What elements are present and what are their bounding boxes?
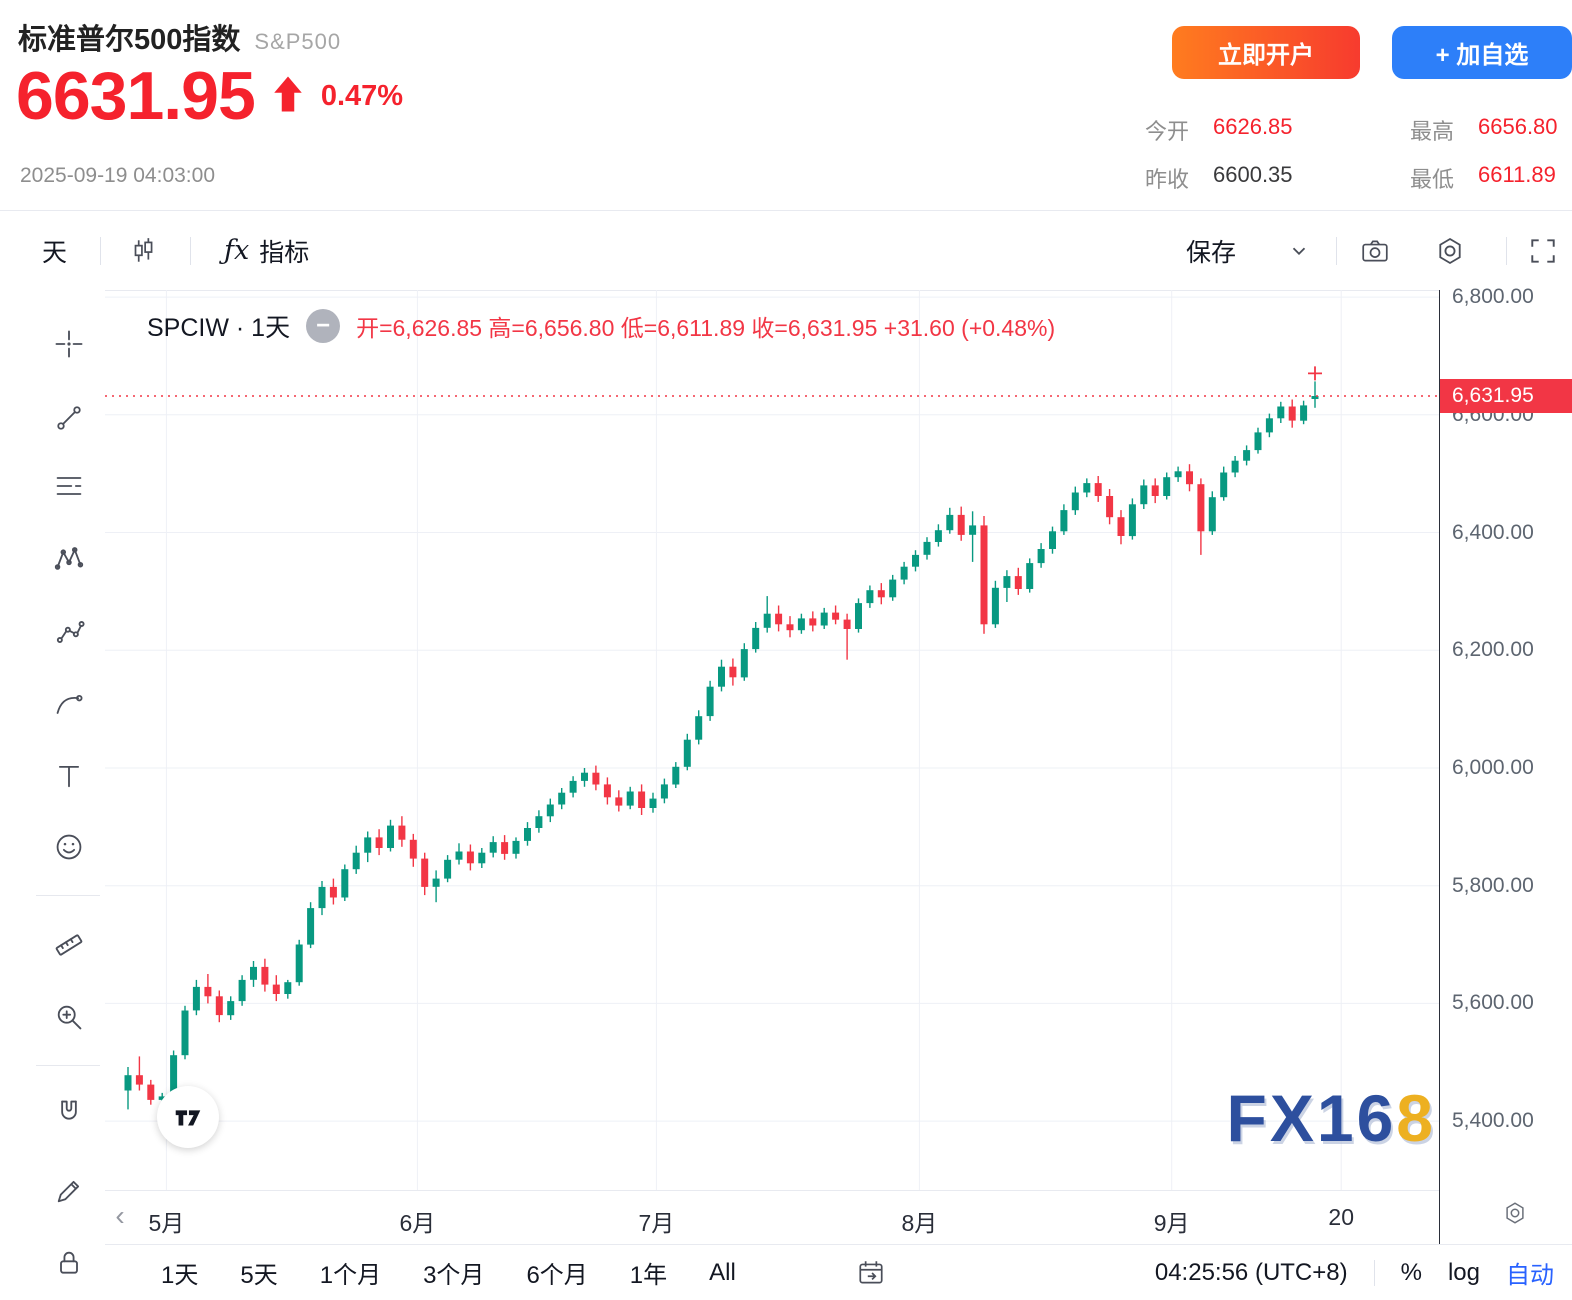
emoji-icon[interactable] bbox=[51, 829, 87, 865]
fx168-watermark: FX168 bbox=[1227, 1080, 1436, 1156]
collapse-sidebar-chevron[interactable]: ‹ bbox=[115, 1200, 125, 1231]
go-to-date-icon[interactable] bbox=[856, 1258, 886, 1288]
range-1d[interactable]: 1天 bbox=[161, 1262, 199, 1289]
sidebar-divider bbox=[36, 1065, 100, 1066]
toolbar-divider bbox=[100, 237, 101, 265]
trend-line-icon[interactable] bbox=[51, 400, 87, 436]
horizontal-lines-icon[interactable] bbox=[51, 468, 87, 504]
save-button[interactable]: 保存 bbox=[1186, 211, 1236, 290]
interval-button[interactable]: 天 bbox=[42, 238, 68, 267]
quote-timestamp: 2025-09-19 04:03:00 bbox=[20, 164, 215, 187]
tradingview-logo[interactable] bbox=[157, 1086, 219, 1148]
main-area: SPCIW · 1天 − 开=6,626.85 高=6,656.80 低=6,6… bbox=[0, 285, 1572, 1300]
forecast-icon[interactable] bbox=[51, 614, 87, 650]
fx-icon: ƒx bbox=[224, 235, 250, 266]
change-percent: 0.47% bbox=[320, 79, 404, 112]
clock-time[interactable]: 04:25:56 (UTC+8) bbox=[1154, 1258, 1348, 1286]
prev-close-label: 昨收 bbox=[1145, 167, 1190, 192]
y-axis-label: 5,600.00 bbox=[1452, 991, 1534, 1015]
range-5d[interactable]: 5天 bbox=[240, 1262, 278, 1289]
low-value: 6611.89 bbox=[1478, 162, 1556, 187]
watermark-part2: 8 bbox=[1396, 1081, 1436, 1155]
x-axis-label: 7月 bbox=[638, 1210, 675, 1236]
toolbar-divider bbox=[190, 237, 191, 265]
chart-toolbar: 天 ƒx 指标 保存 bbox=[0, 210, 1572, 291]
range-1y[interactable]: 1年 bbox=[629, 1262, 668, 1289]
y-axis-label: 6,200.00 bbox=[1452, 638, 1534, 662]
lock-icon[interactable] bbox=[51, 1245, 87, 1281]
watermark-part1: FX16 bbox=[1226, 1081, 1397, 1155]
axis-settings-gear-icon[interactable] bbox=[1502, 1200, 1528, 1231]
high-label: 最高 bbox=[1410, 119, 1455, 144]
percent-scale-button[interactable]: % bbox=[1400, 1258, 1422, 1286]
toolbar-divider bbox=[1336, 237, 1337, 265]
y-axis-label: 5,800.00 bbox=[1452, 873, 1534, 897]
up-arrow-icon bbox=[273, 75, 303, 118]
current-price-badge: 6,631.95 bbox=[1440, 378, 1572, 413]
y-axis-label: 6,800.00 bbox=[1452, 285, 1534, 309]
current-price: 6631.95 bbox=[16, 58, 256, 134]
page-title: 标准普尔500指数 bbox=[18, 24, 241, 56]
ruler-icon[interactable] bbox=[51, 927, 87, 963]
auto-scale-button[interactable]: 自动 bbox=[1506, 1262, 1554, 1289]
title-row: 标准普尔500指数 S&P500 bbox=[18, 16, 341, 58]
legend-ohlc-values: 开=6,626.85 高=6,656.80 低=6,611.89 收=6,631… bbox=[356, 315, 1056, 341]
candlestick-plot[interactable]: SPCIW · 1天 − 开=6,626.85 高=6,656.80 低=6,6… bbox=[105, 290, 1440, 1190]
x-axis[interactable]: 5月 6月 7月 8月 9月 20 bbox=[105, 1190, 1440, 1246]
range-all[interactable]: All bbox=[709, 1258, 736, 1286]
range-buttons: 1天 5天 1个月 3个月 6个月 1年 All bbox=[105, 1255, 886, 1290]
prev-close-value: 6600.35 bbox=[1213, 162, 1293, 187]
range-1m[interactable]: 1个月 bbox=[319, 1262, 382, 1289]
chart-area[interactable]: SPCIW · 1天 − 开=6,626.85 高=6,656.80 低=6,6… bbox=[105, 290, 1440, 1245]
range-3m[interactable]: 3个月 bbox=[423, 1262, 485, 1289]
xabcd-pattern-icon[interactable] bbox=[51, 541, 87, 577]
y-axis-label: 6,000.00 bbox=[1452, 755, 1534, 779]
toolbar-divider bbox=[1506, 237, 1507, 265]
add-watchlist-button[interactable]: + 加自选 bbox=[1392, 26, 1572, 79]
bottombar-divider bbox=[1373, 1259, 1375, 1286]
x-axis-label: 20 bbox=[1328, 1204, 1354, 1230]
collapse-legend-icon[interactable]: − bbox=[306, 309, 341, 343]
save-label: 保存 bbox=[1186, 238, 1237, 267]
legend-symbol: SPCIW · 1天 bbox=[147, 314, 291, 342]
save-chevron-down-icon[interactable] bbox=[1288, 211, 1310, 290]
price-axis[interactable]: 6,631.95 5,400.00 5,600.00 5,800.00 6,000.0… bbox=[1439, 285, 1572, 1245]
indicators-button[interactable]: ƒx 指标 bbox=[224, 211, 309, 290]
draw-pencil-icon[interactable] bbox=[51, 1173, 87, 1209]
zoom-in-icon[interactable] bbox=[51, 999, 87, 1035]
open-account-button[interactable]: 立即开户 bbox=[1172, 26, 1360, 79]
brush-icon[interactable] bbox=[51, 687, 87, 723]
drawing-toolbar bbox=[0, 290, 105, 1300]
candlestick-svg bbox=[105, 290, 1440, 1190]
log-scale-button[interactable]: log bbox=[1447, 1258, 1480, 1286]
low-label: 最低 bbox=[1410, 167, 1455, 192]
symbol-code: S&P500 bbox=[254, 29, 342, 54]
high-value: 6656.80 bbox=[1478, 114, 1558, 139]
axis-controls: 04:25:56 (UTC+8) % log 自动 bbox=[1155, 1255, 1572, 1290]
bottom-toolbar: 1天 5天 1个月 3个月 6个月 1年 All 04:25:56 (UTC+8… bbox=[105, 1244, 1572, 1300]
x-axis-label: 8月 bbox=[901, 1210, 938, 1236]
camera-icon[interactable] bbox=[1360, 211, 1390, 290]
x-axis-label: 5月 bbox=[148, 1210, 185, 1236]
open-label: 今开 bbox=[1145, 119, 1190, 144]
x-axis-label: 9月 bbox=[1153, 1210, 1190, 1236]
x-axis-label: 6月 bbox=[399, 1210, 436, 1236]
range-6m[interactable]: 6个月 bbox=[526, 1262, 588, 1289]
settings-gear-icon[interactable] bbox=[1434, 211, 1466, 290]
header: 标准普尔500指数 S&P500 6631.95 0.47% 2025-09-1… bbox=[0, 0, 1572, 210]
fullscreen-icon[interactable] bbox=[1528, 211, 1558, 290]
y-axis-label: 5,400.00 bbox=[1452, 1109, 1534, 1133]
candles-style-button[interactable] bbox=[128, 211, 158, 290]
indicators-label: 指标 bbox=[259, 238, 310, 267]
magnet-icon[interactable] bbox=[51, 1095, 87, 1131]
open-value: 6626.85 bbox=[1213, 114, 1293, 139]
text-tool-icon[interactable] bbox=[51, 758, 87, 794]
crosshair-icon[interactable] bbox=[51, 326, 87, 362]
y-axis-label: 6,400.00 bbox=[1452, 520, 1534, 544]
price-row: 6631.95 0.47% bbox=[16, 62, 403, 130]
sidebar-divider bbox=[36, 895, 100, 896]
chart-legend: SPCIW · 1天 − 开=6,626.85 高=6,656.80 低=6,6… bbox=[147, 308, 1055, 344]
